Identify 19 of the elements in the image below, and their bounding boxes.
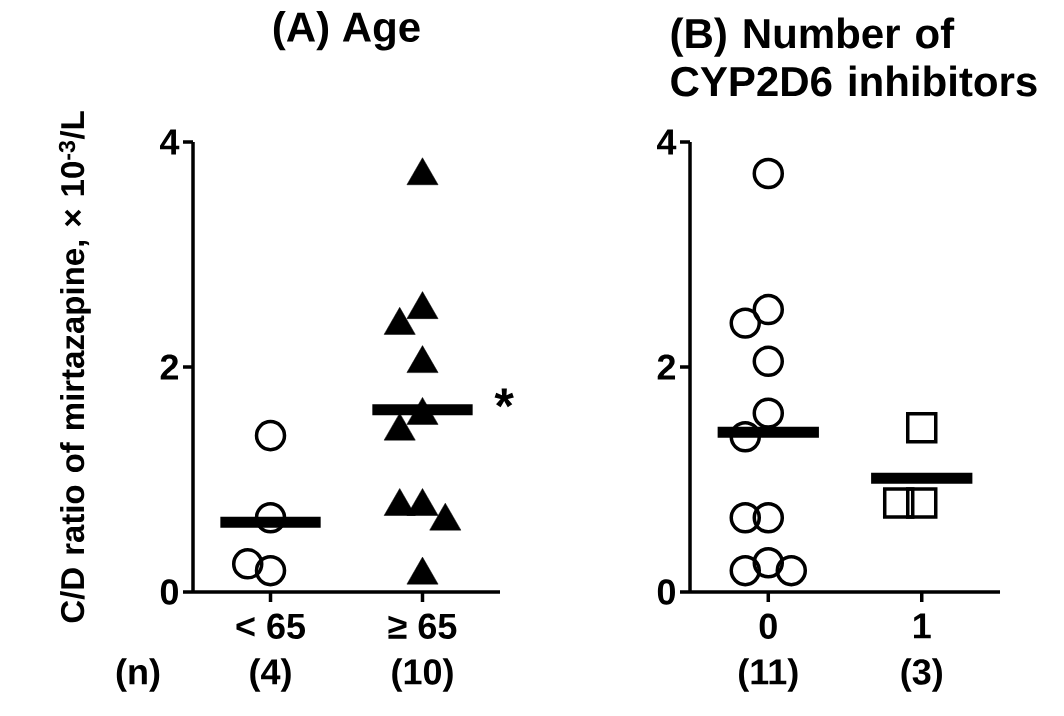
x-tick-label: < 65 <box>236 613 305 640</box>
y-tick-label: 0 <box>160 579 178 605</box>
text: (3) <box>901 658 942 692</box>
x-tick-label: 1 <box>914 613 931 639</box>
text: (10) <box>392 658 453 692</box>
y-axis-title: C/D ratio of mirtazapine, × 10$^{-3}$/L <box>58 111 91 623</box>
text: (4) <box>250 658 291 692</box>
y-tick-label: 0 <box>657 579 675 605</box>
chart-title: (B) Number of CYP2D6 inhibitors <box>671 17 1037 97</box>
chart-title: (A) Age <box>273 11 420 51</box>
text: (n) <box>116 658 160 692</box>
text: (11) <box>739 658 798 692</box>
y-tick-label: 4 <box>160 129 180 155</box>
y-tick-label: 4 <box>657 129 677 155</box>
y-tick-label: 2 <box>160 354 179 380</box>
x-tick-label: ≥ 65 <box>388 613 457 640</box>
x-tick-label: 0 <box>759 613 777 640</box>
annotation: * <box>494 388 514 408</box>
y-tick-label: 2 <box>657 354 676 380</box>
